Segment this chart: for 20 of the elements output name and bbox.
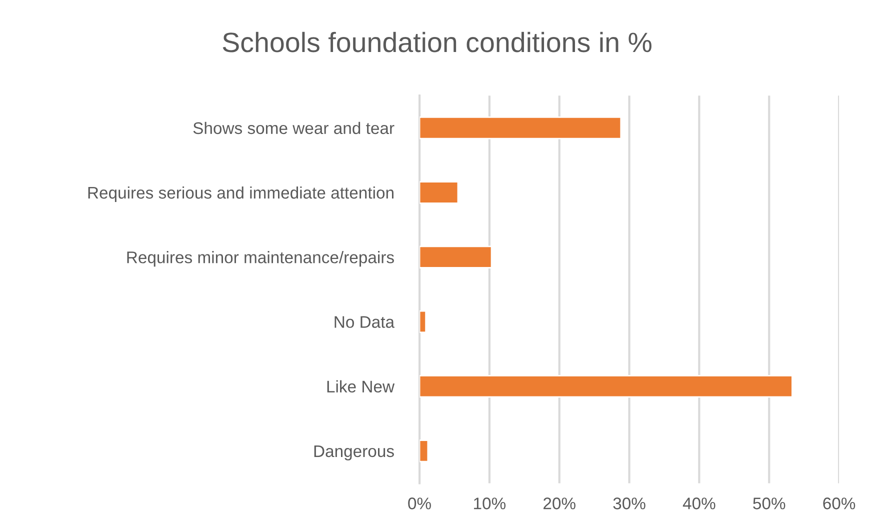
bar bbox=[420, 310, 427, 334]
x-tick-label: 50% bbox=[753, 498, 786, 510]
x-tick-label: 20% bbox=[544, 498, 576, 510]
y-tick-label: Like New bbox=[327, 380, 395, 393]
bar bbox=[420, 374, 793, 398]
x-tick-label: 10% bbox=[474, 498, 506, 510]
y-tick-label: Dangerous bbox=[314, 445, 394, 460]
x-tick-label: 40% bbox=[682, 498, 716, 510]
bar bbox=[420, 116, 622, 140]
x-tick-label: 60% bbox=[823, 498, 856, 510]
y-tick-label: Requires minor maintenance/repairs bbox=[127, 251, 394, 267]
bar bbox=[420, 440, 429, 462]
bar bbox=[420, 181, 459, 204]
x-tick-label: 0% bbox=[408, 498, 431, 510]
y-tick-label: Requires serious and immediate attention bbox=[88, 186, 394, 202]
bar bbox=[420, 246, 492, 268]
y-tick-label: Shows some wear and tear bbox=[193, 122, 394, 134]
y-tick-label: No Data bbox=[334, 316, 395, 328]
x-tick-label: 30% bbox=[613, 498, 646, 510]
chart-title: Schools foundation conditions in % bbox=[222, 32, 652, 52]
